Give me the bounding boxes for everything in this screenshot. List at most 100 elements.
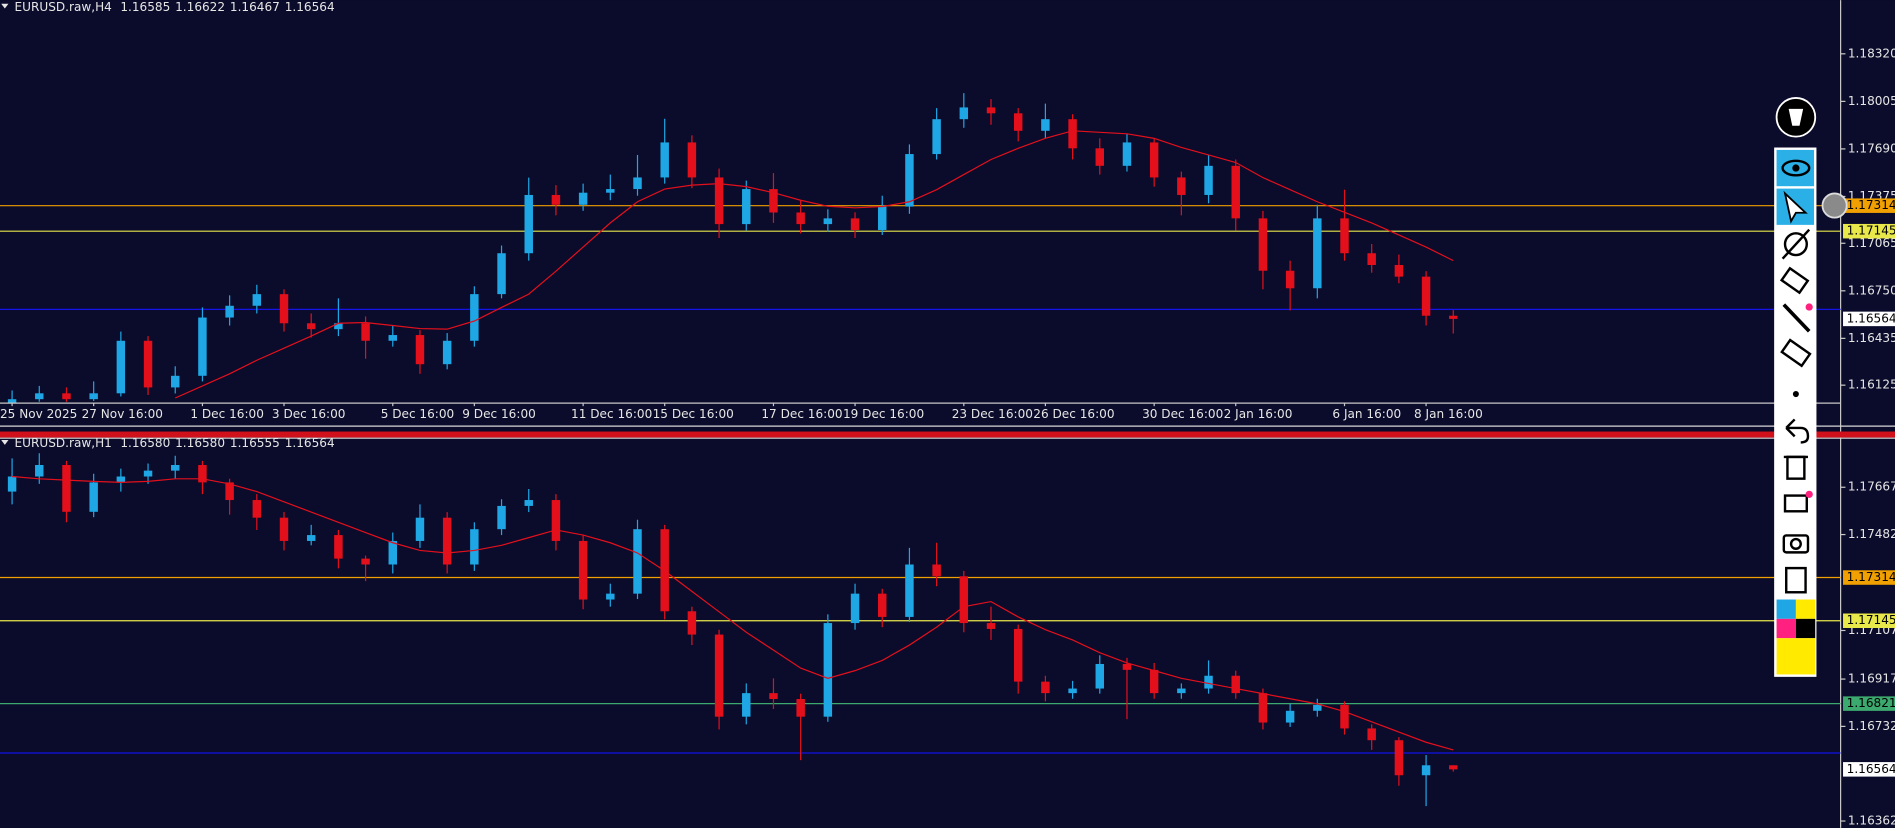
y-tick-label: 1.17667 [1848,480,1895,494]
candle-body [442,517,452,565]
screenshot-button[interactable] [1782,534,1810,554]
candle-body [116,340,126,394]
candle-body [35,464,44,477]
dot-tool[interactable] [1792,391,1799,398]
candle-body [143,340,153,388]
y-tick-label: 1.16917 [1848,672,1895,686]
candle-body [769,189,778,213]
candle-body [62,464,71,512]
candle-body [606,189,615,193]
candle-body [1258,693,1268,723]
candle-body [1149,142,1159,178]
candle-body [306,323,316,330]
color-yellow[interactable] [1795,599,1816,619]
color-cyan[interactable] [1776,599,1796,619]
candle-body [361,558,370,565]
candle-body [252,294,262,306]
color-black[interactable] [1795,618,1816,639]
candle-body [361,323,370,341]
candle-body [225,305,234,318]
bid-tag [1843,762,1895,777]
y-tick-label: 1.17690 [1848,141,1895,155]
candle-body [1231,165,1240,219]
x-tick-label: 19 Dec 16:00 [843,407,924,421]
candle-body [334,323,343,330]
x-tick-label: 6 Jan 16:00 [1332,407,1401,421]
candle-body [225,482,234,501]
header-ohlc: 1.16585 [120,0,170,14]
toolbar-panel [1774,147,1817,677]
eraser-button[interactable] [1779,266,1810,295]
x-tick-label: 23 Dec 16:00 [952,407,1033,421]
candle-body [470,294,479,341]
candle-body [89,482,98,512]
candle-body [1122,663,1132,670]
candle-body [1204,675,1213,689]
eye-pupil [1792,164,1800,172]
candle-body [497,253,506,295]
header-ohlc: 1.16555 [230,436,280,450]
clipboard-button[interactable] [1785,566,1807,594]
level-tag-label: 1.17145 [1847,224,1895,238]
clear-tool[interactable] [1780,338,1812,368]
x-tick-label: 30 Dec 16:00 [1142,407,1223,421]
candle-body [7,399,17,403]
level-tag-label: 1.16821 [1847,696,1895,710]
candle-body [660,142,669,178]
candle-body [687,611,697,635]
plot-area [0,453,1841,807]
candle-body [1313,704,1322,711]
panel-separator-bar [0,431,1895,438]
hide-icon [1781,228,1811,260]
candle-body [1013,628,1023,682]
undo-button[interactable] [1785,418,1810,444]
candle-body [1285,710,1295,723]
hide-button[interactable] [1783,232,1808,257]
candle-body [878,593,887,617]
y-tick-label: 1.18320 [1848,46,1895,60]
header-ohlc: 1.16580 [120,436,170,450]
candle-body [1095,148,1105,166]
candle-body [1149,669,1159,694]
color-magenta[interactable] [1776,618,1796,639]
candle-body [578,540,588,600]
candle-body [1449,315,1458,319]
line-tool[interactable] [1782,303,1811,333]
collapse-arrow [1,439,9,445]
color-current[interactable] [1776,638,1816,675]
candle-body [388,335,398,341]
y-tick-label: 1.17065 [1848,236,1895,250]
bid-tag-label: 1.16564 [1847,762,1895,776]
level-tag-label: 1.17145 [1847,613,1895,627]
candle-body [1204,165,1213,195]
candle-body [796,699,805,717]
candle-body [742,189,751,225]
candle-body [524,194,533,254]
toolbar [1774,97,1848,677]
candle-body [198,317,207,376]
candle-body [524,500,533,506]
candle-body [578,192,588,205]
candle-body [714,634,724,717]
x-tick-label: 15 Dec 16:00 [653,407,734,421]
template-button[interactable] [1783,494,1808,513]
plot-area [0,93,1841,403]
header-ohlc: 1.16564 [285,0,335,14]
moving-average [174,130,1454,399]
candle-body [769,693,778,700]
level-tag [1843,696,1895,711]
symbol-title: EURUSD.raw,H4 [15,0,112,14]
candle-body [714,177,724,225]
candle-body [1340,704,1349,729]
candle-body [878,206,887,230]
candle-body [1394,740,1404,776]
candle-body [279,517,289,541]
candle-body [850,593,860,624]
symbol-title: EURUSD.raw,H1 [15,436,112,450]
level-tag-label: 1.17314 [1847,198,1895,212]
x-tick-label: 11 Dec 16:00 [571,407,652,421]
candle-body [986,107,996,114]
